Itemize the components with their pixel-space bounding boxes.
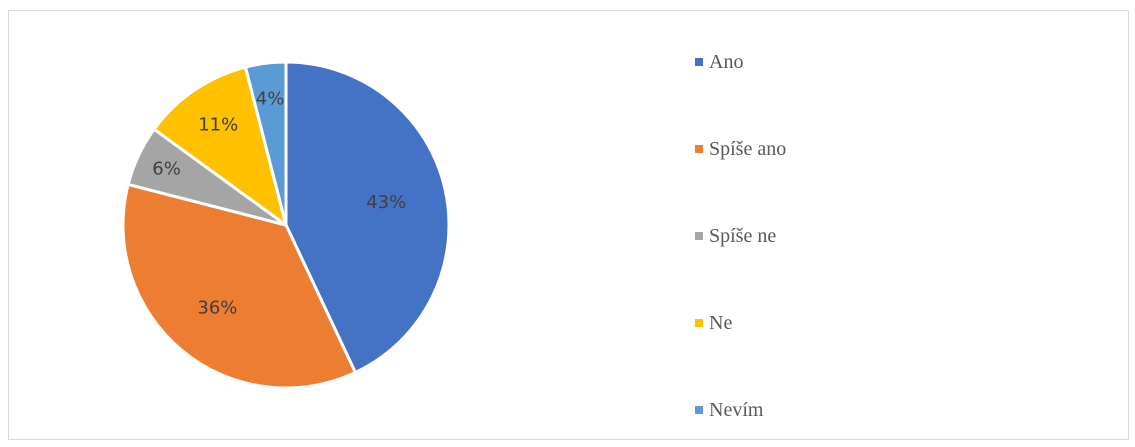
legend-swatch-2	[695, 145, 703, 153]
data-label-3: 6%	[152, 158, 181, 179]
data-label-1: 43%	[366, 192, 406, 213]
legend-label-5: Nevím	[709, 398, 764, 421]
legend-label-1: Ano	[709, 50, 744, 73]
legend-item-3: Spíše ne	[695, 224, 776, 248]
legend-item-2: Spíše ano	[695, 137, 786, 161]
legend-label-2: Spíše ano	[709, 137, 787, 160]
legend-item-5: Nevím	[695, 398, 763, 422]
pie-chart: 43% 36% 6% 11% 4%	[121, 60, 451, 390]
data-label-2: 36%	[197, 297, 237, 318]
legend-label-4: Ne	[709, 311, 733, 334]
legend-swatch-5	[695, 406, 703, 414]
legend-item-4: Ne	[695, 311, 732, 335]
legend-item-1: Ano	[695, 50, 743, 74]
legend-swatch-3	[695, 232, 703, 240]
pie-slice-2	[121, 182, 357, 390]
chart-frame: 43% 36% 6% 11% 4% Ano Spíše ano Spíše ne Ne Neví…	[8, 10, 1129, 440]
data-label-5: 4%	[256, 88, 285, 109]
pie-slice-1	[284, 60, 451, 374]
legend-swatch-4	[695, 319, 703, 327]
pie-slice-5	[243, 60, 288, 227]
legend-label-3: Spíše ne	[709, 224, 777, 247]
data-label-4: 11%	[198, 115, 238, 136]
legend-swatch-1	[695, 58, 703, 66]
pie-slice-4	[152, 65, 288, 227]
